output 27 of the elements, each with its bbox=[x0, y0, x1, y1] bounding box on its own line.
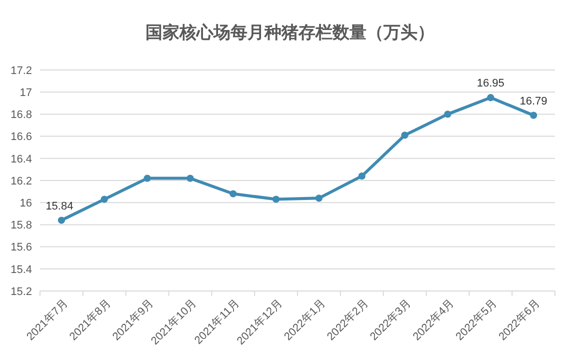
y-tick-label: 15.6 bbox=[10, 242, 32, 254]
point bbox=[186, 174, 194, 182]
data-label: 15.84 bbox=[46, 200, 74, 212]
data-label: 16.79 bbox=[520, 95, 548, 108]
point bbox=[358, 172, 366, 180]
point bbox=[58, 216, 66, 224]
y-tick-label: 17.2 bbox=[10, 64, 32, 77]
y-tick-label: 16.2 bbox=[10, 175, 32, 188]
point bbox=[401, 132, 408, 139]
point bbox=[444, 110, 452, 118]
point bbox=[530, 112, 538, 119]
y-tick-label: 15.2 bbox=[10, 286, 32, 298]
point bbox=[272, 196, 280, 203]
y-tick-label: 17 bbox=[20, 86, 32, 99]
y-tick-label: 16.6 bbox=[10, 131, 32, 144]
y-tick-label: 16.8 bbox=[10, 109, 32, 122]
point bbox=[315, 194, 323, 202]
y-tick-label: 16.4 bbox=[10, 153, 32, 166]
chart-title: 国家核心场每月种猪存栏数量（万头） bbox=[146, 23, 434, 42]
data-label: 16.95 bbox=[476, 78, 504, 90]
point bbox=[487, 94, 494, 102]
point bbox=[100, 196, 108, 203]
y-tick-label: 16 bbox=[20, 197, 32, 210]
point bbox=[230, 190, 237, 198]
point bbox=[144, 174, 151, 182]
y-tick-label: 15.8 bbox=[10, 220, 32, 232]
y-tick-label: 15.4 bbox=[10, 264, 32, 276]
